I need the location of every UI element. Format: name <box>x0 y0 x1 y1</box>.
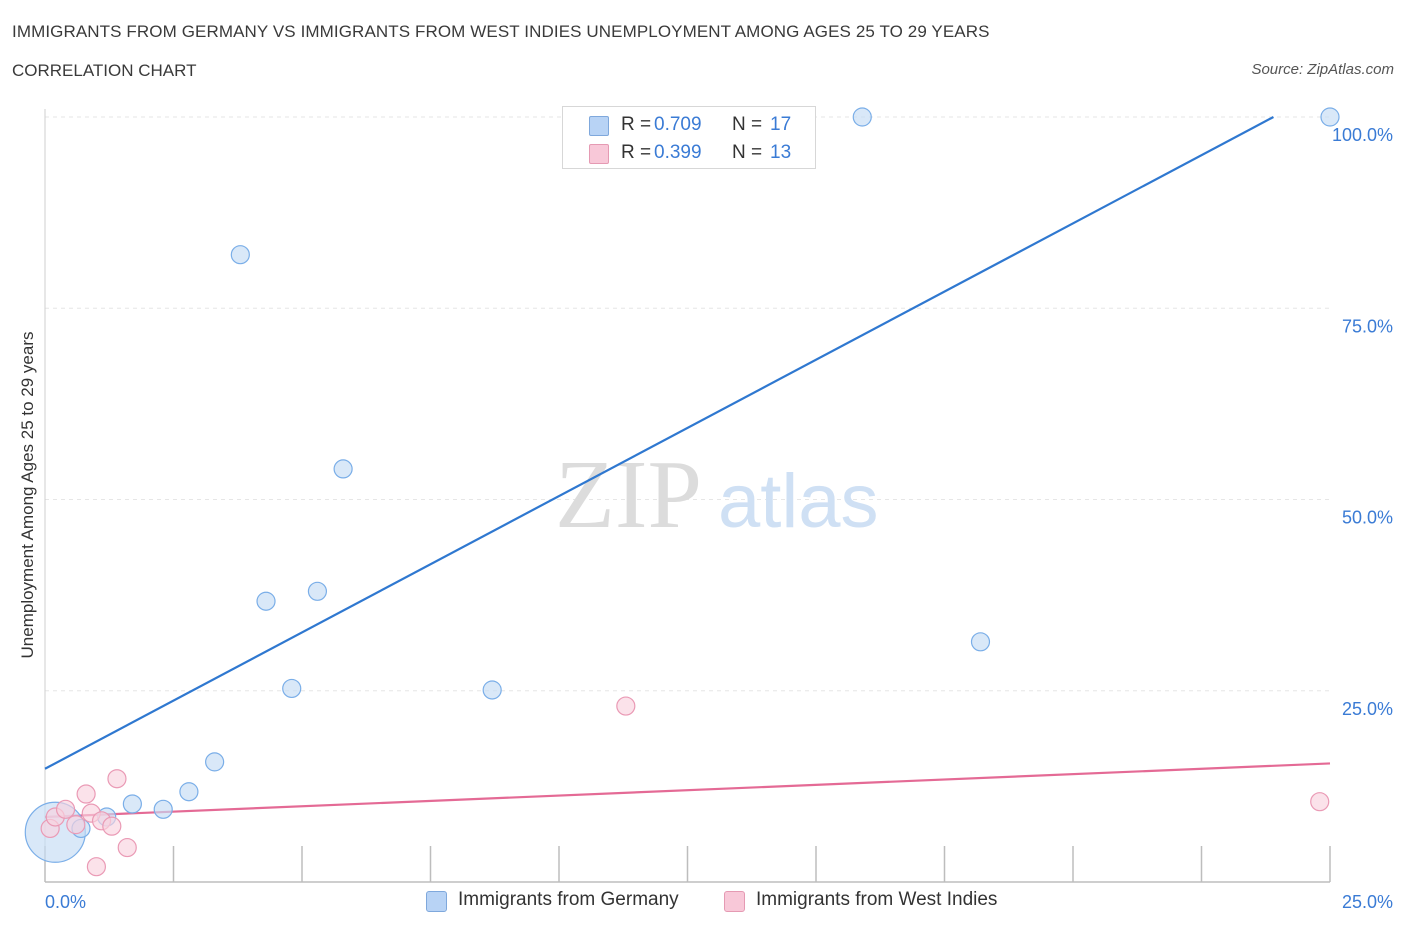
zipatlas-watermark: ZIP atlas <box>555 441 879 549</box>
x-tick-label: 0.0% <box>45 892 86 912</box>
y-axis-label: Unemployment Among Ages 25 to 29 years <box>18 331 37 659</box>
bottom-legend-swatch-germany <box>426 891 447 912</box>
data-point <box>122 794 142 814</box>
data-point <box>107 769 127 789</box>
legend-swatch-germany <box>589 116 609 136</box>
data-point <box>307 581 328 601</box>
stats-legend: R = 0.709 N = 17 R = 0.399 N = 13 <box>562 106 816 169</box>
y-tick-label: 75.0% <box>1342 316 1393 336</box>
data-point <box>179 782 199 802</box>
data-point <box>852 107 872 127</box>
data-point <box>1320 107 1340 127</box>
trend-line <box>44 116 1274 770</box>
legend-swatch-west-indies <box>589 144 609 164</box>
legend-n-label: N = <box>732 114 763 135</box>
grid-lines <box>45 116 1330 692</box>
legend-n-value: 13 <box>770 142 792 163</box>
data-point <box>256 591 276 611</box>
legend-r-value: 0.709 <box>654 114 702 135</box>
source-label: Source: ZipAtlas.com <box>1251 61 1394 78</box>
bottom-legend-label-germany: Immigrants from Germany <box>458 889 679 910</box>
data-point <box>230 245 250 265</box>
legend-r-value: 0.399 <box>654 142 702 163</box>
chart-subtitle: CORRELATION CHART <box>12 61 197 80</box>
legend-n-value: 17 <box>770 114 792 135</box>
legend-r-label: R = <box>621 142 652 163</box>
watermark-atlas: atlas <box>718 459 879 544</box>
y-tick-label: 100.0% <box>1332 125 1393 145</box>
data-point <box>66 815 86 835</box>
data-point <box>616 696 636 716</box>
legend-n-label: N = <box>732 142 763 163</box>
axes <box>44 109 1331 883</box>
data-point <box>153 799 173 819</box>
watermark-zip: ZIP <box>555 441 702 549</box>
data-point <box>205 752 225 772</box>
data-point <box>76 784 96 804</box>
data-point <box>1310 792 1330 812</box>
data-point <box>282 678 302 699</box>
y-tick-label: 50.0% <box>1342 508 1393 528</box>
x-tick-label: 25.0% <box>1342 892 1393 912</box>
trend-lines <box>44 116 1331 819</box>
data-point <box>102 816 122 836</box>
data-point <box>55 799 76 819</box>
data-point <box>117 837 137 858</box>
y-tick-label: 25.0% <box>1342 699 1393 719</box>
data-point <box>86 857 107 877</box>
data-point <box>333 459 353 479</box>
bottom-legend-label-west-indies: Immigrants from West Indies <box>756 889 998 910</box>
data-point <box>482 680 502 700</box>
bottom-legend-swatch-west-indies <box>724 891 745 912</box>
data-points <box>24 107 1340 877</box>
legend-r-label: R = <box>621 114 652 135</box>
data-point <box>970 632 991 652</box>
chart-title: IMMIGRANTS FROM GERMANY VS IMMIGRANTS FR… <box>12 22 990 41</box>
trend-line <box>44 762 1331 819</box>
tick-labels: 25.0% 50.0% 75.0% 100.0% 0.0% 25.0% <box>45 125 1393 912</box>
